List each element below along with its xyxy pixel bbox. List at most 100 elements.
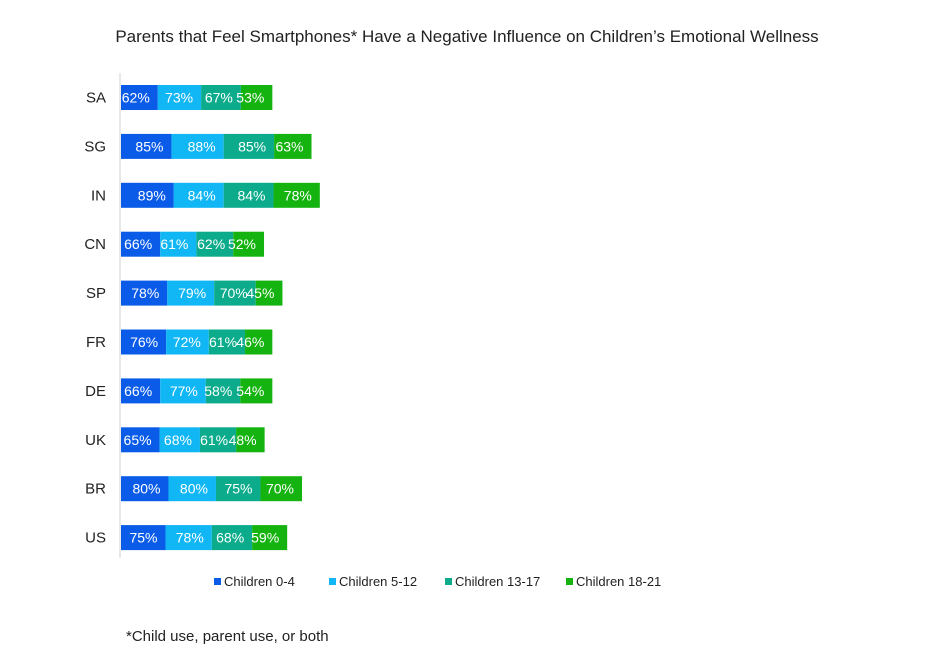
- bar-sg-series-3: [223, 133, 275, 159]
- bar-us-series-2: [165, 525, 212, 551]
- data-label-fr-series-3: 61%: [209, 334, 237, 350]
- data-label-de-series-1: 66%: [124, 383, 152, 399]
- data-label-sg-series-2: 88%: [188, 138, 216, 154]
- legend-swatch-2: [329, 578, 336, 585]
- bar-sa-series-4: [240, 85, 273, 110]
- bar-de-series-4: [240, 378, 273, 404]
- category-label-br: BR: [85, 481, 106, 498]
- data-label-fr-series-2: 72%: [173, 334, 201, 350]
- bar-fr-series-1: [121, 329, 167, 355]
- category-label-uk: UK: [85, 432, 106, 449]
- bar-sp-series-2: [167, 280, 215, 306]
- data-label-us-series-1: 75%: [129, 530, 157, 546]
- bar-in-series-4: [273, 182, 320, 208]
- data-label-us-series-2: 78%: [176, 530, 204, 546]
- data-label-in-series-4: 78%: [284, 187, 312, 203]
- legend-label-4: Children 18-21: [576, 574, 661, 589]
- legend-swatch-4: [566, 578, 573, 585]
- category-label-in: IN: [91, 187, 106, 204]
- data-label-cn-series-1: 66%: [124, 236, 152, 252]
- bar-de-series-2: [160, 378, 206, 404]
- category-labels: SA SG IN CN SP FR DE UK BR US: [84, 90, 106, 547]
- data-label-de-series-2: 77%: [170, 383, 198, 399]
- bar-sp-series-4: [255, 280, 283, 306]
- bars-group: 62% 73% 67% 53% 85% 88% 85% 63% 89% 84% 84% 78% 66% 6…: [121, 85, 320, 551]
- bar-sg-series-4: [274, 133, 312, 159]
- bar-fr-series-3: [208, 329, 246, 355]
- bar-cn-series-1: [121, 231, 161, 257]
- data-label-sp-series-4: 45%: [246, 285, 274, 301]
- data-label-br-series-3: 75%: [224, 481, 252, 497]
- legend-label-1: Children 0-4: [224, 574, 295, 589]
- bar-fr-series-4: [245, 329, 273, 355]
- data-label-uk-series-1: 65%: [124, 432, 152, 448]
- bar-uk-series-3: [199, 427, 237, 453]
- bar-in-series-3: [223, 182, 274, 208]
- data-label-sg-series-4: 63%: [275, 138, 303, 154]
- data-label-sg-series-1: 85%: [135, 138, 163, 154]
- bar-sa-series-3: [201, 85, 241, 110]
- data-label-sp-series-3: 70%: [220, 285, 248, 301]
- data-label-in-series-3: 84%: [237, 187, 265, 203]
- data-label-br-series-1: 80%: [132, 481, 160, 497]
- data-label-sa-series-3: 67%: [205, 90, 233, 106]
- data-label-br-series-4: 70%: [266, 481, 294, 497]
- data-label-de-series-4: 54%: [236, 383, 264, 399]
- data-label-br-series-2: 80%: [180, 481, 208, 497]
- bar-uk-series-4: [236, 427, 265, 453]
- data-label-uk-series-4: 48%: [229, 432, 257, 448]
- legend-swatch-3: [445, 578, 452, 585]
- bar-sp-series-1: [121, 280, 168, 306]
- category-label-de: DE: [85, 383, 106, 400]
- data-label-in-series-1: 89%: [138, 187, 166, 203]
- bar-us-series-1: [121, 525, 166, 551]
- bar-sp-series-3: [214, 280, 256, 306]
- data-label-cn-series-2: 61%: [160, 236, 188, 252]
- bar-in-series-1: [121, 182, 174, 208]
- legend-label-2: Children 5-12: [339, 574, 417, 589]
- data-label-sp-series-1: 78%: [131, 285, 159, 301]
- bar-sa-series-1: [121, 85, 158, 110]
- data-label-uk-series-3: 61%: [200, 432, 228, 448]
- data-label-sa-series-4: 53%: [236, 90, 264, 106]
- bar-uk-series-2: [159, 427, 200, 453]
- bar-in-series-2: [173, 182, 224, 208]
- bar-uk-series-1: [121, 427, 160, 453]
- bar-fr-series-2: [166, 329, 209, 355]
- data-label-de-series-3: 58%: [204, 383, 232, 399]
- category-label-sg: SG: [84, 138, 106, 155]
- bar-br-series-1: [121, 476, 169, 502]
- bar-sg-series-1: [121, 133, 172, 159]
- data-label-us-series-4: 59%: [251, 530, 279, 546]
- data-label-sa-series-1: 62%: [122, 90, 150, 106]
- bar-us-series-4: [252, 525, 288, 551]
- bar-br-series-2: [168, 476, 216, 502]
- category-label-us: US: [85, 530, 106, 547]
- footnote: *Child use, parent use, or both: [126, 628, 329, 645]
- data-label-sg-series-3: 85%: [238, 138, 266, 154]
- data-label-cn-series-4: 52%: [228, 236, 256, 252]
- bar-br-series-4: [260, 476, 303, 502]
- legend-label-3: Children 13-17: [455, 574, 540, 589]
- bar-de-series-3: [205, 378, 241, 404]
- bar-sg-series-2: [171, 133, 224, 159]
- bar-sa-series-2: [157, 85, 202, 110]
- data-label-cn-series-3: 62%: [197, 236, 225, 252]
- data-label-fr-series-1: 76%: [130, 334, 158, 350]
- bar-de-series-1: [121, 378, 161, 404]
- data-label-in-series-2: 84%: [188, 187, 216, 203]
- bar-cn-series-2: [160, 231, 197, 257]
- bar-br-series-3: [215, 476, 261, 502]
- data-label-uk-series-2: 68%: [164, 432, 192, 448]
- data-label-sp-series-2: 79%: [178, 285, 206, 301]
- data-label-us-series-3: 68%: [216, 530, 244, 546]
- category-label-sp: SP: [86, 285, 106, 302]
- bar-cn-series-3: [196, 231, 234, 257]
- category-label-cn: CN: [84, 236, 106, 253]
- bar-cn-series-4: [233, 231, 265, 257]
- bar-us-series-3: [211, 525, 253, 551]
- data-label-fr-series-4: 46%: [236, 334, 264, 350]
- legend-swatch-1: [214, 578, 221, 585]
- data-label-sa-series-2: 73%: [165, 90, 193, 106]
